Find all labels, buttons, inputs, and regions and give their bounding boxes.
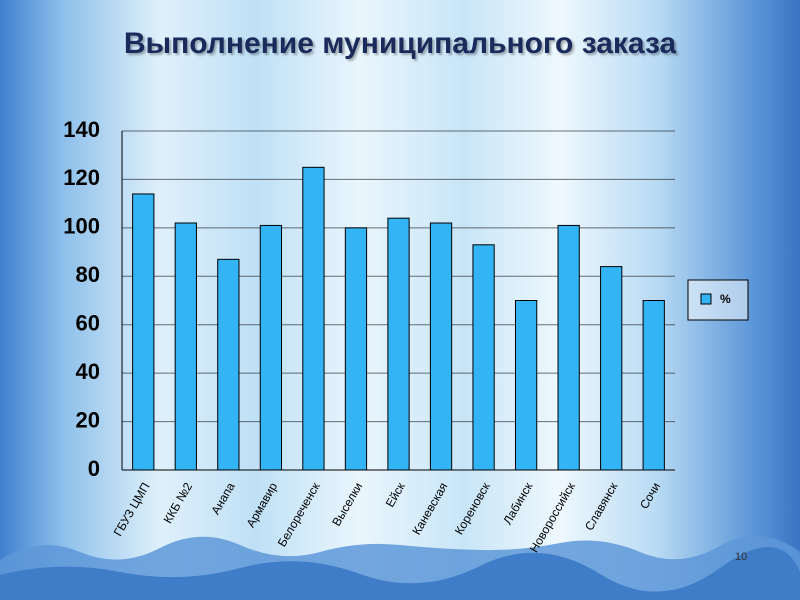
x-tick-label: Анапа <box>208 480 238 517</box>
x-tick-label: Выселки <box>329 480 365 528</box>
x-tick-label: Армавир <box>243 480 280 530</box>
chart-title: Выполнение муниципального заказа <box>123 27 677 60</box>
bar <box>514 300 538 471</box>
bar <box>387 217 410 471</box>
y-tick-label: 140 <box>63 117 100 142</box>
bar <box>174 222 197 471</box>
x-tick-label: Славянск <box>582 479 621 533</box>
bar <box>429 222 453 471</box>
y-tick-label: 120 <box>63 165 100 190</box>
x-tick-label: Ейск <box>383 479 408 509</box>
legend-box <box>687 279 749 321</box>
bar <box>472 244 495 471</box>
x-tick-label: Каневская <box>409 480 450 537</box>
bar <box>132 193 155 471</box>
bar <box>600 266 623 471</box>
bar <box>344 227 368 471</box>
x-tick-label: ККБ №2 <box>161 480 196 526</box>
x-tick-label: Белореченск <box>275 479 323 549</box>
legend-swatch <box>700 293 712 305</box>
page-number: 10 <box>735 551 748 563</box>
bar <box>642 300 665 471</box>
x-tick-label: Сочи <box>637 480 663 511</box>
bar <box>259 224 283 471</box>
x-tick-label: Лабинск <box>500 479 536 526</box>
bar <box>302 166 325 471</box>
y-tick-label: 60 <box>76 311 100 336</box>
y-tick-label: 40 <box>76 359 100 384</box>
y-tick-label: 100 <box>63 214 100 239</box>
x-tick-label: Новороссийск <box>527 479 579 554</box>
legend-label: % <box>720 292 731 306</box>
x-tick-label: Кореновск <box>452 479 493 537</box>
y-tick-label: 20 <box>76 407 100 432</box>
bar <box>557 224 580 471</box>
bar <box>217 258 240 471</box>
x-tick-label: ГБУЗ ЦМП <box>111 480 153 539</box>
y-tick-label: 0 <box>88 456 100 481</box>
y-tick-label: 80 <box>76 262 100 287</box>
